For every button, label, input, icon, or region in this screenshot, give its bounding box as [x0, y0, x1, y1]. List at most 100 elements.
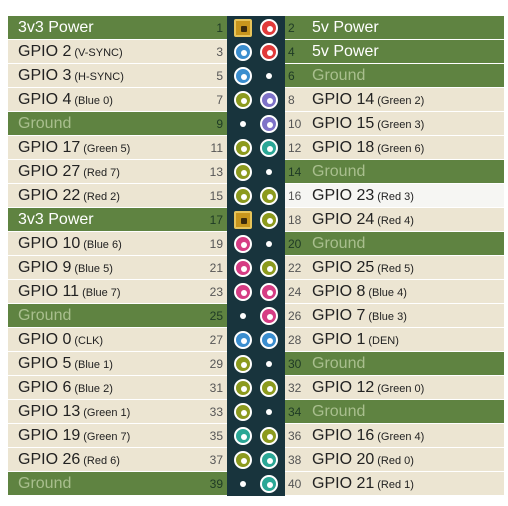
pin-5-sda-icon[interactable] [234, 67, 252, 85]
pin-row: GPIO 19 (Green 7) 35 GPIO 16 (Green 4) 36 [8, 424, 504, 448]
pin-label-36[interactable]: GPIO 16 (Green 4) 36 [285, 424, 504, 447]
pin-14-ground-icon[interactable] [260, 163, 278, 181]
pin-label-40[interactable]: GPIO 21 (Red 1) 40 [285, 472, 504, 495]
pin-label-12[interactable]: GPIO 18 (Green 6) 12 [285, 136, 504, 159]
pin-label-28[interactable]: GPIO 1 (DEN) 28 [285, 328, 504, 351]
pin-30-ground-icon[interactable] [260, 355, 278, 373]
pin-label-29[interactable]: GPIO 5 (Blue 1) 29 [8, 352, 227, 375]
pin-label-32[interactable]: GPIO 12 (Green 0) 32 [285, 376, 504, 399]
pin-hole-icon [266, 73, 272, 79]
pin-39-ground-icon[interactable] [234, 475, 252, 493]
pin-25-ground-icon[interactable] [234, 307, 252, 325]
pin-label-6[interactable]: Ground 6 [285, 64, 504, 87]
pin-function: 3v3 Power [18, 19, 94, 36]
pin-hole-icon [241, 386, 247, 392]
pin-row: 3v3 Power 1 5v Power 2 [8, 16, 504, 40]
pin-4-power5v-icon[interactable] [260, 43, 278, 61]
pin-38-pcm-icon[interactable] [260, 451, 278, 469]
pin-label-7[interactable]: GPIO 4 (Blue 0) 7 [8, 88, 227, 111]
pin-10-uart-icon[interactable] [260, 115, 278, 133]
pin-label-14[interactable]: Ground 14 [285, 160, 504, 183]
pin-number: 37 [209, 453, 223, 467]
pin-name: GPIO 16 (Green 4) [312, 427, 424, 446]
pin-label-23[interactable]: GPIO 11 (Blue 7) 23 [8, 280, 227, 303]
pin-label-37[interactable]: GPIO 26 (Red 6) 37 [8, 448, 227, 471]
pin-35-pcm-icon[interactable] [234, 427, 252, 445]
pin-34-ground-icon[interactable] [260, 403, 278, 421]
pin-21-spi-icon[interactable] [234, 259, 252, 277]
pin-15-gpio-icon[interactable] [234, 187, 252, 205]
pin-3-sda-icon[interactable] [234, 43, 252, 61]
pin-alt-function: (Red 3) [377, 191, 414, 203]
pin-label-4[interactable]: 5v Power 4 [285, 40, 504, 63]
pin-label-22[interactable]: GPIO 25 (Red 5) 22 [285, 256, 504, 279]
pin-29-gpio-icon[interactable] [234, 355, 252, 373]
pin-12-pcm-icon[interactable] [260, 139, 278, 157]
pin-36-gpio-icon[interactable] [260, 427, 278, 445]
pin-label-9[interactable]: Ground 9 [8, 112, 227, 135]
pin-2-power5v-icon[interactable] [260, 19, 278, 37]
pin-28-sda-icon[interactable] [260, 331, 278, 349]
pin-16-gpio-icon[interactable] [260, 187, 278, 205]
pin-label-39[interactable]: Ground 39 [8, 472, 227, 495]
pin-26-spi-icon[interactable] [260, 307, 278, 325]
pin-8-uart-icon[interactable] [260, 91, 278, 109]
pin-label-17[interactable]: 3v3 Power 17 [8, 208, 227, 231]
pin-40-pcm-icon[interactable] [260, 475, 278, 493]
pin-label-16[interactable]: GPIO 23 (Red 3) 16 [285, 184, 504, 207]
pin-label-33[interactable]: GPIO 13 (Green 1) 33 [8, 400, 227, 423]
pin-label-10[interactable]: GPIO 15 (Green 3) 10 [285, 112, 504, 135]
pin-32-gpio-icon[interactable] [260, 379, 278, 397]
pin-9-ground-icon[interactable] [234, 115, 252, 133]
pin-13-gpio-icon[interactable] [234, 163, 252, 181]
pin-label-35[interactable]: GPIO 19 (Green 7) 35 [8, 424, 227, 447]
pin-label-38[interactable]: GPIO 20 (Red 0) 38 [285, 448, 504, 471]
pin-label-13[interactable]: GPIO 27 (Red 7) 13 [8, 160, 227, 183]
pin-label-19[interactable]: GPIO 10 (Blue 6) 19 [8, 232, 227, 255]
pin-label-15[interactable]: GPIO 22 (Red 2) 15 [8, 184, 227, 207]
pin-19-spi-icon[interactable] [234, 235, 252, 253]
pin-27-sda-icon[interactable] [234, 331, 252, 349]
pin-alt-function: (Green 6) [377, 143, 425, 155]
pin-33-gpio-icon[interactable] [234, 403, 252, 421]
pin-number: 14 [288, 165, 302, 179]
pin-label-31[interactable]: GPIO 6 (Blue 2) 31 [8, 376, 227, 399]
pin-label-25[interactable]: Ground 25 [8, 304, 227, 327]
pin-label-11[interactable]: GPIO 17 (Green 5) 11 [8, 136, 227, 159]
pin-24-spi-icon[interactable] [260, 283, 278, 301]
pin-37-gpio-icon[interactable] [234, 451, 252, 469]
pin-label-27[interactable]: GPIO 0 (CLK) 27 [8, 328, 227, 351]
pin-number: 39 [209, 477, 223, 491]
pin-function: GPIO 8 [312, 283, 366, 300]
pin-label-3[interactable]: GPIO 2 (V-SYNC) 3 [8, 40, 227, 63]
pin-name: GPIO 12 (Green 0) [312, 379, 424, 398]
pin-11-gpio-icon[interactable] [234, 139, 252, 157]
pin-label-2[interactable]: 5v Power 2 [285, 16, 504, 39]
pin-hole-icon [241, 50, 247, 56]
pin-alt-function: (Red 5) [377, 263, 414, 275]
pin-function: Ground [18, 307, 72, 324]
pin-label-20[interactable]: Ground 20 [285, 232, 504, 255]
pin-18-gpio-icon[interactable] [260, 211, 278, 229]
pin-23-spi-icon[interactable] [234, 283, 252, 301]
pin-6-ground-icon[interactable] [260, 67, 278, 85]
pin-label-5[interactable]: GPIO 3 (H-SYNC) 5 [8, 64, 227, 87]
pin-name: GPIO 3 (H-SYNC) [18, 67, 124, 86]
pin-label-21[interactable]: GPIO 9 (Blue 5) 21 [8, 256, 227, 279]
pin-label-24[interactable]: GPIO 8 (Blue 4) 24 [285, 280, 504, 303]
pin-label-1[interactable]: 3v3 Power 1 [8, 16, 227, 39]
pin-hole-icon [267, 338, 273, 344]
pin-20-ground-icon[interactable] [260, 235, 278, 253]
pin-7-gpio-icon[interactable] [234, 91, 252, 109]
pin-label-8[interactable]: GPIO 14 (Green 2) 8 [285, 88, 504, 111]
pin-31-gpio-icon[interactable] [234, 379, 252, 397]
pin-1-power3v3-icon[interactable] [234, 19, 252, 37]
pin-hole-icon [240, 121, 246, 127]
pin-label-34[interactable]: Ground 34 [285, 400, 504, 423]
pin-function: Ground [18, 115, 72, 132]
pin-22-gpio-icon[interactable] [260, 259, 278, 277]
pin-label-30[interactable]: Ground 30 [285, 352, 504, 375]
pin-label-18[interactable]: GPIO 24 (Red 4) 18 [285, 208, 504, 231]
pin-17-power3v3-icon[interactable] [234, 211, 252, 229]
pin-label-26[interactable]: GPIO 7 (Blue 3) 26 [285, 304, 504, 327]
